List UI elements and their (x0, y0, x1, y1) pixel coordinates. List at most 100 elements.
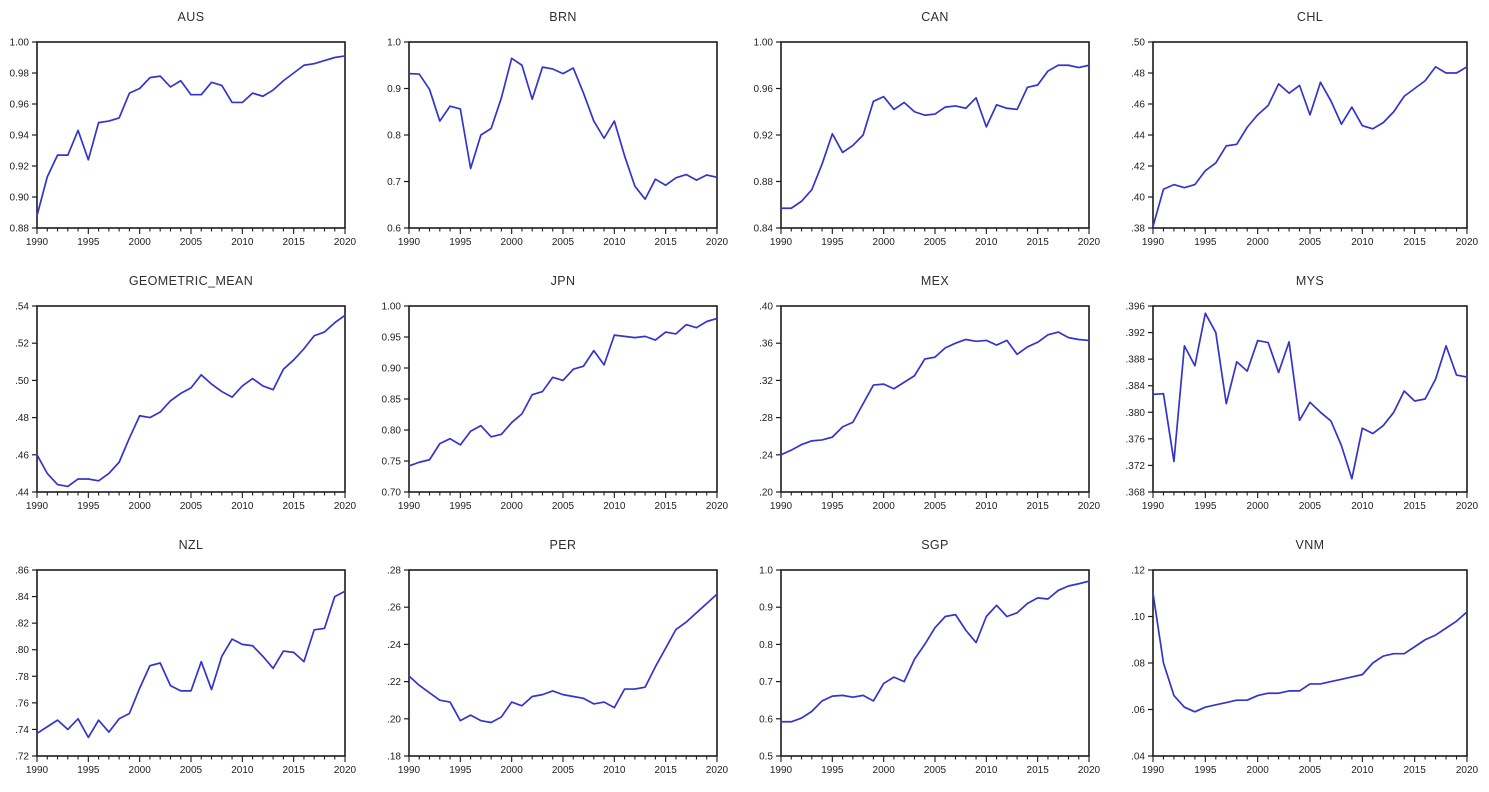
y-axis: 0.6 0.7 0.8 0.9 1.0 (387, 38, 409, 235)
y-axis-tick-label: .72 (15, 752, 29, 763)
y-axis: 0.88 0.90 0.92 0.94 0.96 0.98 1.00 (10, 38, 37, 235)
series-line (780, 580, 1090, 723)
x-axis-tick-label: 2005 (552, 765, 575, 776)
chart-panel-mex: MEX .20 .24 .28 .32 .36 .40 1990 1995 2000 2005 20… (744, 264, 1116, 528)
x-axis-tick-label: 1995 (1194, 501, 1217, 512)
x-axis-tick-label: 2000 (873, 501, 896, 512)
y-axis-tick-label: .380 (1126, 408, 1146, 419)
x-axis-tick-label: 2015 (283, 237, 306, 248)
y-axis-tick-label: 0.98 (10, 69, 30, 80)
x-axis-tick-label: 2020 (1078, 237, 1101, 248)
chart-title-jpn: JPN (550, 274, 576, 288)
x-axis-tick-label: 2000 (1247, 237, 1270, 248)
x-axis: 1990 1995 2000 2005 2010 2015 2020 (770, 492, 1101, 512)
y-axis-tick-label: .24 (759, 450, 773, 461)
x-axis-tick-label: 2015 (283, 501, 306, 512)
x-axis: 1990 1995 2000 2005 2010 2015 2020 (26, 492, 357, 512)
chart-panel-geometric-mean: GEOMETRIC_MEAN .44.46.48.50.52.54 1990 199… (0, 264, 372, 528)
chart-title-per: PER (549, 538, 577, 552)
x-axis-tick-label: 2015 (655, 237, 678, 248)
y-axis-tick-label: .84 (15, 592, 29, 603)
x-axis-tick-label: 2010 (975, 237, 998, 248)
chart-panel-brn: BRN 0.6 0.7 0.8 0.9 1.0 1990 1995 2000 2005 2010 2… (372, 0, 744, 264)
y-axis-tick-label: 1.0 (759, 566, 773, 577)
x-axis-tick-label: 1995 (77, 501, 100, 512)
y-axis-tick-label: 0.85 (382, 395, 402, 406)
x-axis-tick-label: 2020 (1456, 765, 1479, 776)
y-axis: .72 .74 .76 .78 .80 .82 .84 .86 (15, 566, 37, 763)
y-axis-tick-label: .44 (1131, 131, 1145, 142)
y-axis-tick-label: .46 (15, 450, 29, 461)
y-axis-tick-label: .06 (1131, 705, 1145, 716)
x-axis-tick-label: 2000 (1247, 501, 1270, 512)
x-axis-tick-label: 1990 (1142, 765, 1165, 776)
chart-plot-nzl: .72 .74 .76 .78 .80 .82 .84 .86 1990 1995 2000 2005… (15, 566, 357, 777)
x-axis-tick-label: 2015 (1404, 501, 1427, 512)
x-axis-tick-label: 2020 (706, 765, 729, 776)
x-axis-tick-label: 2010 (603, 765, 626, 776)
y-axis-tick-label: .24 (387, 640, 401, 651)
y-axis-tick-label: .48 (1131, 69, 1145, 80)
x-axis: 1990 1995 2000 2005 2010 2015 2020 (770, 228, 1101, 248)
x-axis-tick-label: 2020 (334, 501, 357, 512)
chart-panel-chl: CHL .38 .40 .42 .44 .46 .48 .50 1990 1995 2000 200… (1116, 0, 1489, 264)
y-axis-tick-label: .48 (15, 413, 29, 424)
y-axis-tick-label: .50 (1131, 38, 1145, 49)
y-axis-tick-label: .54 (15, 302, 29, 313)
y-axis-tick-label: 0.92 (754, 131, 774, 142)
y-axis-tick-label: 0.9 (759, 603, 773, 614)
y-axis-tick-label: 1.0 (387, 38, 401, 49)
y-axis-tick-label: .368 (1126, 488, 1146, 499)
chart-plot-jpn: 0.70 0.75 0.80 0.85 0.90 0.95 1.00 1990 1995 2000… (382, 302, 729, 513)
y-axis-tick-label: 0.6 (759, 714, 773, 725)
x-axis: 1990 1995 2000 2005 2010 2015 2020 (26, 756, 357, 776)
x-axis-tick-label: 2005 (552, 501, 575, 512)
x-axis-tick-label: 1995 (1194, 765, 1217, 776)
y-axis-tick-label: 1.00 (754, 38, 774, 49)
y-axis-tick-label: .74 (15, 725, 29, 736)
y-axis-tick-label: .52 (15, 339, 29, 350)
plot-frame (408, 41, 718, 229)
x-axis-tick-label: 2010 (1351, 765, 1374, 776)
y-axis-tick-label: .38 (1131, 224, 1145, 235)
y-axis-tick-label: 0.95 (382, 333, 402, 344)
y-axis-tick-label: 1.00 (382, 302, 402, 313)
x-axis-tick-label: 1990 (770, 501, 793, 512)
y-axis-tick-label: 0.9 (387, 84, 401, 95)
x-axis-tick-label: 2015 (1404, 765, 1427, 776)
y-axis: .20 .24 .28 .32 .36 .40 (759, 302, 781, 499)
x-axis-tick-label: 2020 (334, 237, 357, 248)
y-axis-tick-label: .12 (1131, 566, 1145, 577)
y-axis-tick-label: .376 (1126, 434, 1146, 445)
x-axis-tick-label: 1995 (821, 765, 844, 776)
y-axis-tick-label: .28 (387, 566, 401, 577)
y-axis-tick-label: .08 (1131, 659, 1145, 670)
x-axis-tick-label: 2005 (924, 237, 947, 248)
y-axis-tick-label: .42 (1131, 162, 1145, 173)
x-axis-tick-label: 2000 (501, 765, 524, 776)
x-axis-tick-label: 2010 (1351, 501, 1374, 512)
y-axis-tick-label: 0.92 (10, 162, 30, 173)
y-axis: .368 .372 .376 .380 .384 .388 .392 .396 (1126, 302, 1153, 499)
y-axis-tick-label: .82 (15, 619, 29, 630)
chart-panel-aus: AUS 0.88 0.90 0.92 0.94 0.96 0.98 1.00 1990 1995… (0, 0, 372, 264)
x-axis-tick-label: 2015 (655, 765, 678, 776)
chart-title-mex: MEX (920, 274, 950, 288)
y-axis-tick-label: .26 (387, 603, 401, 614)
plot-frame (408, 305, 718, 493)
y-axis: .44 .46 .48 .50 .52 .54 (15, 302, 37, 499)
x-axis-tick-label: 2010 (603, 237, 626, 248)
plot-frame (780, 305, 1090, 493)
y-axis-tick-label: 0.94 (10, 131, 30, 142)
series-line (36, 55, 346, 217)
chart-title-mys: MYS (1295, 274, 1325, 288)
x-axis-tick-label: 1995 (77, 237, 100, 248)
chart-title-can: CAN (921, 10, 949, 24)
chart-plot-sgp: 0.5 0.6 0.7 0.8 0.9 1.0 1990 1995 2000 2005 2010 20… (759, 566, 1100, 777)
chart-panel-mys: MYS .368 .372 .376 .380 .384 .388 .392 .396 1990… (1116, 264, 1489, 528)
x-axis-tick-label: 2010 (231, 765, 254, 776)
y-axis: .38 .40 .42 .44 .46 .48 .50 (1131, 38, 1153, 235)
series-line (1152, 65, 1468, 228)
chart-plot-brn: 0.6 0.7 0.8 0.9 1.0 1990 1995 2000 2005 2010 2015 2… (387, 38, 728, 249)
chart-title-vnm: VNM (1295, 538, 1325, 552)
